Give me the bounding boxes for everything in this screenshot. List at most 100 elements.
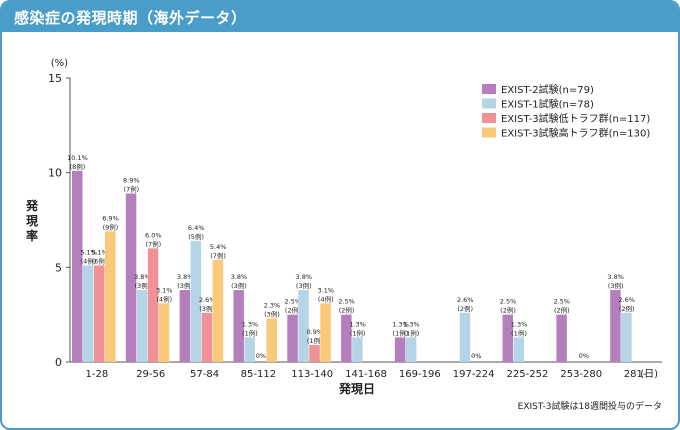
legend-label: EXIST-3試験低トラフ群(n=117)	[501, 112, 650, 125]
x-tick-label: 253-280	[560, 369, 602, 380]
data-count-label: (2例)	[457, 304, 473, 313]
bar	[94, 265, 105, 362]
bar	[125, 193, 137, 362]
y-axis-title-char: 率	[26, 228, 38, 243]
data-label: 8.9%	[123, 176, 140, 184]
bar	[201, 312, 213, 362]
bar	[244, 337, 255, 362]
bar	[287, 314, 298, 362]
bar	[459, 312, 471, 362]
bar	[233, 290, 244, 362]
data-label: 5.1%	[80, 248, 97, 256]
legend-swatch	[482, 84, 496, 94]
data-label: 10.1%	[67, 154, 88, 162]
data-label: 1.3%	[349, 320, 366, 328]
data-count-label: (3例)	[264, 309, 280, 318]
data-label: 6.0%	[145, 231, 162, 239]
legend-label: EXIST-3試験高トラフ群(n=130)	[501, 127, 650, 140]
x-tick-label: 85-112	[241, 369, 276, 380]
bar	[341, 314, 352, 362]
footnote: EXIST-3試験は18週間投与のデータ	[517, 402, 662, 412]
data-count-label: (2例)	[339, 306, 355, 315]
data-label: 6.9%	[102, 214, 119, 222]
bar	[621, 312, 632, 362]
data-count-label: (3例)	[134, 281, 150, 290]
bar	[266, 318, 277, 362]
bar	[83, 265, 94, 362]
x-tick-label: 1-28	[86, 369, 109, 380]
data-label: 5.4%	[210, 243, 227, 251]
data-label: 2.5%	[554, 298, 571, 306]
bar	[179, 290, 191, 362]
data-count-label: (1例)	[307, 336, 323, 345]
x-tick-label: 169-196	[399, 369, 441, 380]
bar	[147, 248, 159, 362]
data-label: 0%	[256, 352, 266, 360]
legend-swatch	[482, 127, 496, 138]
x-tick-label: 113-140	[291, 369, 333, 380]
x-tick-label: 197-224	[453, 369, 495, 380]
data-label: 2.6%	[457, 296, 474, 304]
data-label: 2.3%	[264, 301, 281, 309]
y-unit-label: (%)	[51, 58, 68, 69]
data-count-label: (1例)	[350, 328, 366, 337]
bar	[190, 240, 202, 362]
data-count-label: (8例)	[70, 162, 86, 171]
data-label: 3.1%	[156, 286, 173, 294]
bar	[405, 337, 417, 362]
y-tick-label: 0	[55, 356, 62, 369]
x-tick-label: 225-252	[507, 369, 549, 380]
data-count-label: (4例)	[318, 294, 334, 303]
data-count-label: (2例)	[619, 304, 635, 313]
bar	[352, 337, 363, 362]
x-unit-label: (日)	[640, 369, 658, 380]
bar	[158, 303, 170, 362]
data-count-label: (1例)	[393, 328, 409, 337]
data-count-label: (4例)	[81, 256, 97, 265]
data-count-label: (5例)	[188, 232, 204, 241]
data-count-label: (7例)	[145, 239, 161, 248]
data-label: 1.3%	[511, 320, 528, 328]
x-tick-label: 57-84	[190, 369, 219, 380]
bar	[394, 337, 406, 362]
data-count-label: (4例)	[156, 294, 172, 303]
data-label: 0.9%	[307, 328, 324, 336]
bar	[105, 231, 116, 362]
legend-swatch	[482, 98, 496, 109]
data-count-label: (2例)	[500, 306, 516, 315]
data-label: 2.5%	[285, 298, 302, 306]
data-count-label: (1例)	[404, 328, 420, 337]
data-count-label: (3例)	[231, 281, 247, 290]
data-count-label: (3例)	[608, 281, 624, 290]
data-label: 0%	[579, 352, 589, 360]
data-count-label: (1例)	[511, 328, 527, 337]
data-count-label: (1例)	[242, 328, 258, 337]
legend-label: EXIST-1試験(n=78)	[501, 98, 594, 111]
data-label: 3.8%	[177, 273, 194, 281]
y-tick-label: 5	[55, 261, 62, 274]
x-tick-label: 29-56	[136, 369, 165, 380]
data-label: 3.8%	[231, 273, 248, 281]
data-label: 3.1%	[318, 286, 335, 294]
chart-title: 感染症の発現時期（海外データ）	[14, 9, 247, 27]
bar	[309, 344, 320, 362]
data-count-label: (2例)	[554, 306, 570, 315]
bar	[513, 337, 525, 362]
bar	[136, 290, 148, 362]
x-tick-label: 281-	[624, 369, 647, 380]
y-axis-title-char: 現	[26, 214, 38, 228]
data-label: 3.8%	[296, 273, 313, 281]
data-count-label: (7例)	[123, 184, 139, 193]
data-label: 5.1%	[91, 248, 108, 256]
y-tick-label: 10	[48, 167, 62, 180]
data-label: 1.3%	[403, 320, 420, 328]
legend-swatch	[482, 113, 496, 123]
y-tick-label: 15	[48, 72, 62, 85]
data-label: 2.6%	[618, 296, 635, 304]
data-label: 3.8%	[607, 273, 624, 281]
y-axis-title-char: 発	[25, 198, 39, 213]
data-label: 3.8%	[134, 273, 151, 281]
data-label: 6.4%	[188, 224, 205, 232]
